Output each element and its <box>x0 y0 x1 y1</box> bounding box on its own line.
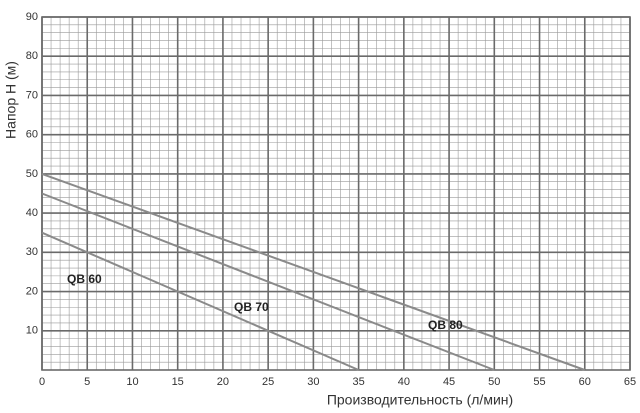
curve <box>41 231 360 371</box>
x-tick-label: 15 <box>172 376 184 388</box>
y-tick-label: 10 <box>26 325 38 337</box>
x-tick-label: 50 <box>488 376 500 388</box>
y-tick-label: 60 <box>26 129 38 141</box>
x-tick-label: 20 <box>217 376 229 388</box>
y-tick-label: 40 <box>26 207 38 219</box>
x-tick-label: 45 <box>443 376 455 388</box>
x-tick-label: 0 <box>39 376 45 388</box>
x-tick-label: 25 <box>262 376 274 388</box>
y-tick-label: 30 <box>26 246 38 258</box>
curve-label: QB 80 <box>428 318 463 332</box>
grid <box>41 16 631 371</box>
y-tick-label: 80 <box>26 50 38 62</box>
curve-label: QB 70 <box>234 300 269 314</box>
y-tick-label: 70 <box>26 89 38 101</box>
x-tick-label: 35 <box>352 376 364 388</box>
y-tick-label: 20 <box>26 285 38 297</box>
y-tick-label: 90 <box>26 11 38 23</box>
x-tick-label: 10 <box>126 376 138 388</box>
curve <box>41 172 586 371</box>
x-axis-label: Производительность (л/мин) <box>327 392 513 408</box>
curve-label: QB 60 <box>67 272 102 286</box>
x-tick-label: 60 <box>579 376 591 388</box>
x-tick-label: 5 <box>84 376 90 388</box>
x-tick-label: 55 <box>533 376 545 388</box>
x-tick-label: 30 <box>307 376 319 388</box>
y-tick-label: 50 <box>26 168 38 180</box>
plot-frame <box>41 16 631 371</box>
y-axis-label: Напор H (м) <box>3 61 19 139</box>
x-tick-label: 40 <box>398 376 410 388</box>
x-tick-label: 65 <box>624 376 636 388</box>
curve <box>41 192 495 371</box>
